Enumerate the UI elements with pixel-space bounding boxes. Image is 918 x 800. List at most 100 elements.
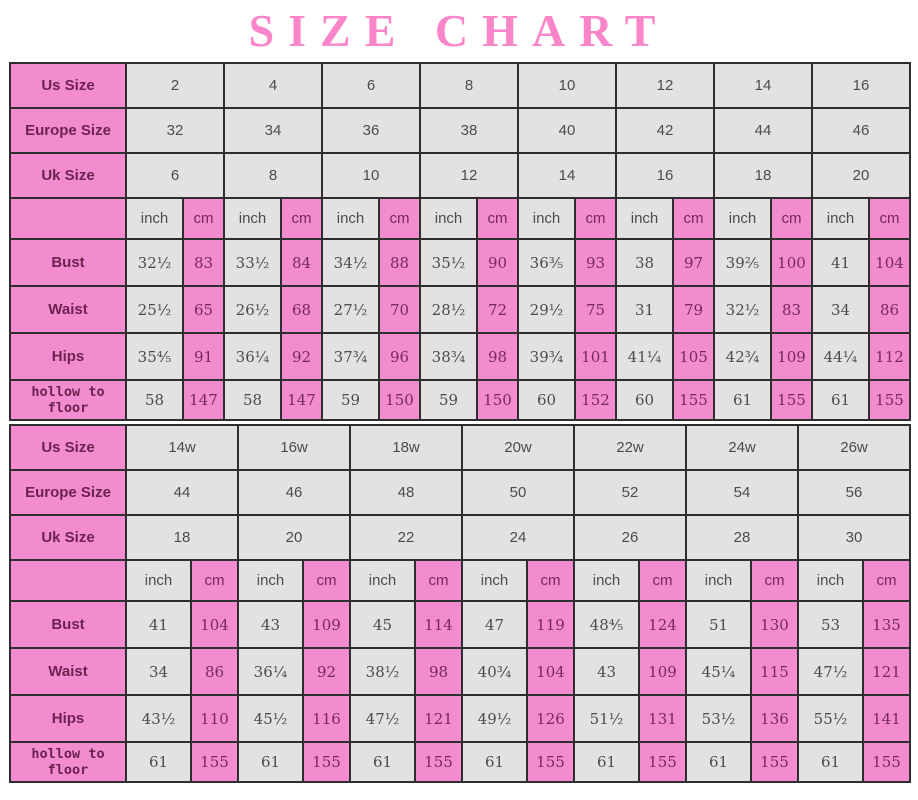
row-label: Uk Size <box>9 152 127 199</box>
cm-value-cell: 114 <box>414 600 463 649</box>
unit-inch-cell: inch <box>419 197 478 240</box>
size-value-cell: 18 <box>713 152 813 199</box>
cm-value-cell: 70 <box>378 285 421 334</box>
row-label: hollow to floor <box>9 379 127 421</box>
cm-value-cell: 121 <box>414 694 463 743</box>
size-value-cell: 12 <box>419 152 519 199</box>
cm-value-cell: 72 <box>476 285 519 334</box>
inch-value-cell: 32½ <box>125 238 184 287</box>
cm-value-cell: 83 <box>182 238 225 287</box>
row-label: hollow to floor <box>9 741 127 783</box>
inch-value-cell: 38½ <box>349 647 416 696</box>
inch-value-cell: 41 <box>125 600 192 649</box>
cm-value-cell: 98 <box>476 332 519 381</box>
size-value-cell: 6 <box>125 152 225 199</box>
inch-value-cell: 58 <box>125 379 184 421</box>
inch-value-cell: 59 <box>419 379 478 421</box>
cm-value-cell: 75 <box>574 285 617 334</box>
size-value-cell: 2 <box>125 62 225 109</box>
cm-value-cell: 90 <box>476 238 519 287</box>
inch-value-cell: 32½ <box>713 285 772 334</box>
unit-cm-cell: cm <box>476 197 519 240</box>
cm-value-cell: 92 <box>280 332 323 381</box>
inch-value-cell: 51½ <box>573 694 640 743</box>
cm-value-cell: 155 <box>526 741 575 783</box>
size-table-2: Us Size 14w 16w 18w 20w 22w 24w 26w Europe Size 4… <box>9 424 911 783</box>
inch-value-cell: 25½ <box>125 285 184 334</box>
unit-inch-cell: inch <box>349 559 416 602</box>
measure-row: Waist 34 86 36¼ 92 38½ 98 40¾ 104 43 109 45¼ 115 47½ 1… <box>9 647 911 696</box>
cm-value-cell: 101 <box>574 332 617 381</box>
inch-value-cell: 60 <box>517 379 576 421</box>
size-value-cell: 52 <box>573 469 687 516</box>
unit-cm-cell: cm <box>862 559 911 602</box>
size-value-cell: 56 <box>797 469 911 516</box>
inch-value-cell: 33½ <box>223 238 282 287</box>
measure-row: Hips 35⅘ 91 36¼ 92 37¾ 96 38¾ 98 39¾ 101 41¼ 105 42¾ 1… <box>9 332 911 381</box>
unit-inch-cell: inch <box>685 559 752 602</box>
inch-value-cell: 36⅗ <box>517 238 576 287</box>
cm-value-cell: 92 <box>302 647 351 696</box>
size-value-cell: 22 <box>349 514 463 561</box>
size-value-cell: 14 <box>517 152 617 199</box>
inch-value-cell: 51 <box>685 600 752 649</box>
cm-value-cell: 79 <box>672 285 715 334</box>
cm-value-cell: 84 <box>280 238 323 287</box>
size-value-cell: 20 <box>811 152 911 199</box>
unit-inch-cell: inch <box>713 197 772 240</box>
size-row: Uk Size 6 8 10 12 14 16 18 20 <box>9 152 911 199</box>
size-value-cell: 38 <box>419 107 519 154</box>
inch-value-cell: 48⅘ <box>573 600 640 649</box>
size-table-1: Us Size 2 4 6 8 10 12 14 16 Europe Size 32 34 36 38 40… <box>9 62 911 421</box>
cm-value-cell: 100 <box>770 238 813 287</box>
size-value-cell: 14w <box>125 424 239 471</box>
row-label: Europe Size <box>9 107 127 154</box>
size-value-cell: 18w <box>349 424 463 471</box>
cm-value-cell: 91 <box>182 332 225 381</box>
cm-value-cell: 88 <box>378 238 421 287</box>
size-value-cell: 46 <box>811 107 911 154</box>
page-title: SIZE CHART <box>248 5 670 56</box>
inch-value-cell: 53 <box>797 600 864 649</box>
cm-value-cell: 65 <box>182 285 225 334</box>
inch-value-cell: 29½ <box>517 285 576 334</box>
inch-value-cell: 61 <box>125 741 192 783</box>
size-value-cell: 42 <box>615 107 715 154</box>
size-value-cell: 22w <box>573 424 687 471</box>
cm-value-cell: 126 <box>526 694 575 743</box>
cm-value-cell: 68 <box>280 285 323 334</box>
cm-value-cell: 112 <box>868 332 911 381</box>
size-value-cell: 16w <box>237 424 351 471</box>
cm-value-cell: 104 <box>868 238 911 287</box>
size-value-cell: 26w <box>797 424 911 471</box>
cm-value-cell: 93 <box>574 238 617 287</box>
unit-cm-cell: cm <box>280 197 323 240</box>
size-value-cell: 4 <box>223 62 323 109</box>
inch-value-cell: 36¼ <box>237 647 304 696</box>
cm-value-cell: 105 <box>672 332 715 381</box>
unit-inch-cell: inch <box>321 197 380 240</box>
measure-row: Hips 43½ 110 45½ 116 47½ 121 49½ 126 51½ 131 53½ 136… <box>9 694 911 743</box>
cm-value-cell: 155 <box>750 741 799 783</box>
size-row: Europe Size 44 46 48 50 52 54 56 <box>9 469 911 516</box>
inch-value-cell: 55½ <box>797 694 864 743</box>
cm-value-cell: 124 <box>638 600 687 649</box>
cm-value-cell: 147 <box>280 379 323 421</box>
inch-value-cell: 45¼ <box>685 647 752 696</box>
inch-value-cell: 47½ <box>349 694 416 743</box>
size-value-cell: 10 <box>517 62 617 109</box>
cm-value-cell: 155 <box>302 741 351 783</box>
row-label: Us Size <box>9 62 127 109</box>
inch-value-cell: 49½ <box>461 694 528 743</box>
row-label: Bust <box>9 600 127 649</box>
unit-cm-cell: cm <box>378 197 421 240</box>
cm-value-cell: 121 <box>862 647 911 696</box>
size-value-cell: 6 <box>321 62 421 109</box>
row-label: Waist <box>9 285 127 334</box>
inch-value-cell: 43 <box>573 647 640 696</box>
inch-value-cell: 34 <box>125 647 192 696</box>
cm-value-cell: 147 <box>182 379 225 421</box>
size-value-cell: 20 <box>237 514 351 561</box>
cm-value-cell: 115 <box>750 647 799 696</box>
